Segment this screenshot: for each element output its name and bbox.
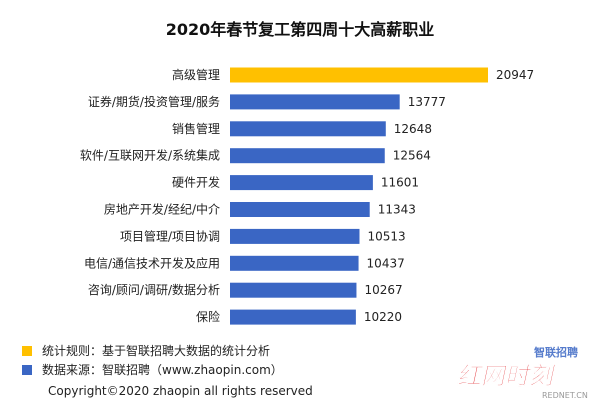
value-label-0: 20947 [496, 68, 534, 82]
value-label-5: 11343 [378, 203, 416, 217]
bar-chart: 高级管理 20947 证券/期货/投资管理/服务 13777 销售管理 12648 软件/互… [80, 67, 534, 325]
value-label-3: 12564 [393, 149, 431, 163]
legend-source-text: 数据来源：智联招聘（www.zhaopin.com） [42, 363, 283, 377]
value-label-8: 10267 [364, 283, 402, 297]
category-label-5: 房地产开发/经纪/中介 [104, 202, 220, 217]
category-label-9: 保险 [196, 309, 220, 324]
bar-0 [230, 67, 488, 83]
bar-1 [230, 94, 400, 110]
value-label-2: 12648 [394, 122, 432, 136]
bar-7 [230, 255, 359, 271]
legend-swatch-yellow [22, 345, 32, 356]
copyright-text: Copyright©2020 zhaopin all rights reserv… [48, 384, 313, 398]
legend-item-source: 数据来源：智联招聘（www.zhaopin.com） [22, 361, 283, 378]
value-label-9: 10220 [364, 310, 402, 324]
bar-9 [230, 309, 356, 325]
logo-subtext: REDNET.CN [542, 391, 588, 400]
legend-swatch-blue [22, 364, 32, 375]
legend-rule-text: 统计规则：基于智联招聘大数据的统计分析 [42, 344, 271, 358]
category-label-6: 项目管理/项目协调 [120, 228, 220, 243]
category-label-0: 高级管理 [172, 67, 220, 82]
bar-3 [230, 148, 385, 164]
bar-6 [230, 228, 360, 244]
logo-main-text: 红网时刻 [456, 361, 558, 390]
value-label-7: 10437 [367, 256, 405, 270]
bar-8 [230, 282, 357, 298]
logo-partner-text: 智联招聘 [534, 345, 578, 359]
bar-5 [230, 202, 370, 217]
value-label-4: 11601 [381, 176, 419, 190]
category-label-3: 软件/互联网开发/系统集成 [80, 148, 220, 163]
chart-title: 2020年春节复工第四周十大高薪职业 [165, 20, 435, 39]
legend-item-rule: 统计规则：基于智联招聘大数据的统计分析 [22, 342, 270, 359]
category-label-1: 证券/期货/投资管理/服务 [88, 94, 220, 109]
category-label-2: 销售管理 [172, 121, 220, 136]
value-label-1: 13777 [408, 95, 446, 109]
bar-4 [230, 175, 373, 191]
bar-2 [230, 121, 386, 137]
rednet-logo: 智联招聘 红网时刻 REDNET.CN [456, 345, 588, 400]
category-label-8: 咨询/顾问/调研/数据分析 [88, 282, 220, 297]
category-label-7: 电信/通信技术开发及应用 [84, 255, 220, 270]
category-label-4: 硬件开发 [172, 175, 220, 190]
bars-group: 高级管理 20947 证券/期货/投资管理/服务 13777 销售管理 12648 软件/互… [80, 67, 534, 325]
value-label-6: 10513 [367, 229, 405, 243]
